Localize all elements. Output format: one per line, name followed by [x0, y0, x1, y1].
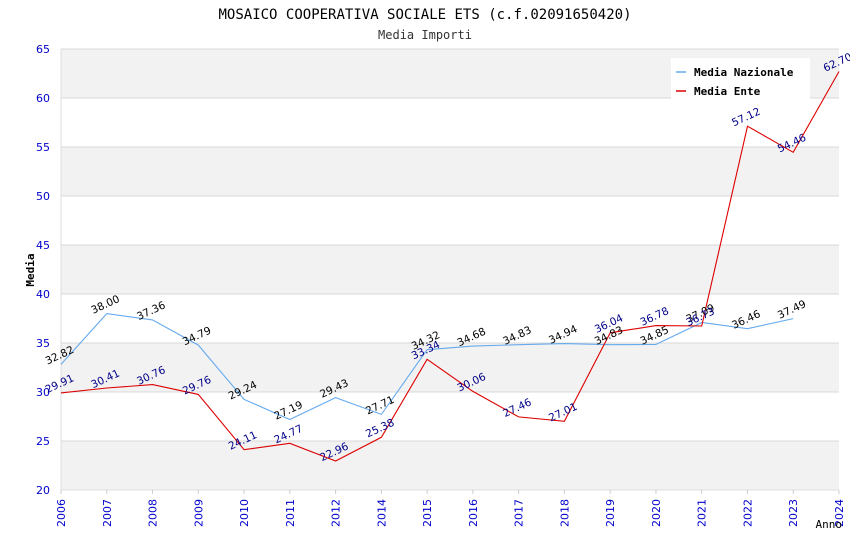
x-tick-label: 2019	[604, 499, 617, 527]
legend-entry: Media Ente	[694, 85, 761, 98]
x-axis-label: Anno	[816, 518, 843, 531]
series-line-0	[60, 313, 794, 421]
grid-band	[61, 245, 839, 294]
x-tick-label: 2008	[147, 499, 160, 527]
x-tick-label: 2012	[330, 499, 343, 527]
y-tick-label: 25	[36, 435, 50, 448]
x-tick-label: 2023	[787, 499, 800, 527]
series-lines	[60, 71, 840, 462]
x-tick-label: 2014	[375, 499, 388, 527]
y-tick-label: 45	[36, 239, 50, 252]
grid-band	[61, 147, 839, 196]
y-tick-label: 35	[36, 337, 50, 350]
series-line-1	[60, 71, 840, 462]
gridlines	[61, 48, 839, 491]
x-tick-labels: 2006 2007 2008 2009 2010 2011 2012 2014 2015 2016…	[55, 499, 846, 527]
x-tick-label: 2018	[558, 499, 571, 527]
axes	[60, 49, 840, 494]
y-tick-label: 55	[36, 141, 50, 154]
x-tick-label: 2021	[696, 499, 709, 527]
y-tick-label: 40	[36, 288, 50, 301]
legend-box	[671, 58, 810, 100]
y-tick-label: 65	[36, 43, 50, 56]
grid-band	[61, 343, 839, 392]
legend: Media Nazionale Media Ente	[671, 58, 810, 100]
y-tick-label: 60	[36, 92, 50, 105]
chart-subtitle: Media Importi	[378, 28, 472, 42]
y-tick-label: 30	[36, 386, 50, 399]
x-tick-label: 2017	[513, 499, 526, 527]
y-tick-label: 50	[36, 190, 50, 203]
legend-entry: Media Nazionale	[694, 66, 794, 79]
x-tick-label: 2022	[741, 499, 754, 527]
y-axis-label: Media	[24, 253, 37, 286]
chart-title: MOSAICO COOPERATIVA SOCIALE ETS (c.f.020…	[218, 7, 631, 23]
x-tick-label: 2020	[650, 499, 663, 527]
y-tick-label: 20	[36, 484, 50, 497]
x-tick-label: 2016	[467, 499, 480, 527]
plot-background	[61, 49, 839, 490]
grid-band	[61, 441, 839, 490]
x-tick-label: 2015	[421, 499, 434, 527]
x-tick-label: 2024	[833, 499, 846, 527]
x-tick-label: 2010	[238, 499, 251, 527]
y-tick-labels: 20 25 30 35 40 45 50 55 60 65	[36, 43, 50, 497]
x-tick-label: 2011	[284, 499, 297, 527]
x-tick-label: 2006	[55, 499, 68, 527]
x-tick-label: 2009	[192, 499, 205, 527]
x-tick-label: 2007	[101, 499, 114, 527]
